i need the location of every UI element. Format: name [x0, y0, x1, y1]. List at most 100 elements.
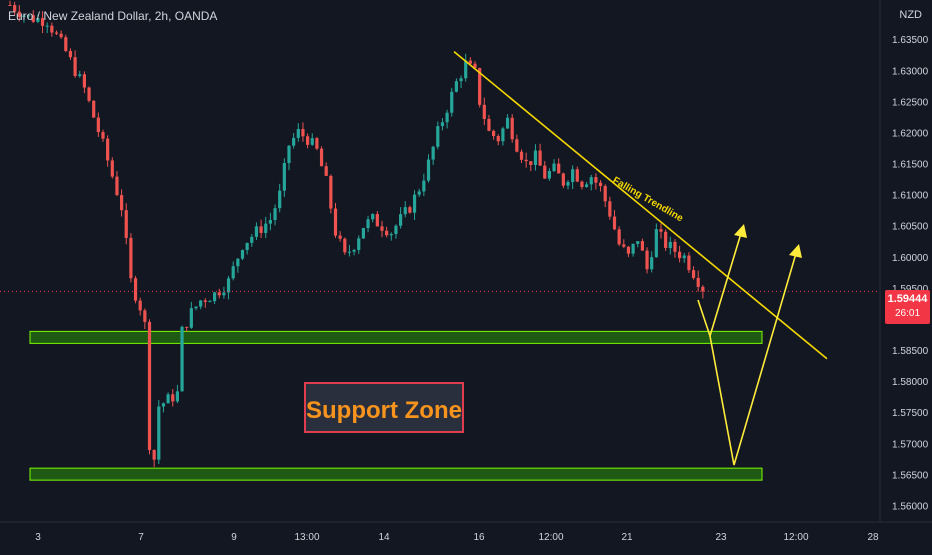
- candle-body: [250, 236, 254, 243]
- time-tick-label: 16: [473, 532, 485, 543]
- price-tick-label: 1.62000: [892, 128, 929, 139]
- candle-body: [622, 244, 626, 247]
- candle-body: [213, 292, 217, 302]
- candle-body: [496, 136, 500, 142]
- candle-body: [482, 104, 486, 119]
- candle-body: [459, 78, 463, 82]
- time-tick-label: 14: [378, 532, 390, 543]
- candle-body: [696, 277, 700, 287]
- price-tick-label: 1.63500: [892, 35, 929, 46]
- candle-body: [161, 403, 166, 407]
- candle-body: [231, 266, 235, 279]
- candle-body: [143, 310, 147, 322]
- candle-body: [324, 166, 328, 176]
- candle-body: [78, 74, 82, 77]
- candle-body: [87, 87, 91, 101]
- candle-body: [478, 68, 482, 105]
- candle-body: [524, 159, 528, 162]
- time-tick-label: 28: [867, 532, 879, 543]
- candle-body: [273, 208, 277, 221]
- support-zone-label-box: [304, 382, 464, 433]
- price-tick-label: 1.63000: [892, 66, 929, 77]
- time-tick-label: 13:00: [294, 532, 319, 543]
- candle-body: [92, 100, 96, 118]
- candle-body: [389, 234, 393, 236]
- lower-support-zone: [29, 467, 763, 481]
- candle-body: [682, 255, 686, 259]
- candle-body: [236, 258, 240, 267]
- candle-body: [120, 195, 124, 211]
- price-tick-label: 1.57000: [892, 439, 929, 450]
- price-tick-label: 1.60000: [892, 253, 929, 264]
- upper-support-zone: [29, 330, 763, 344]
- candle-body: [124, 210, 128, 238]
- price-tick-label: 1.61500: [892, 160, 929, 171]
- candle-body: [538, 150, 542, 166]
- candle-body: [519, 151, 524, 160]
- candle-body: [575, 169, 579, 182]
- candle-body: [36, 18, 40, 22]
- candle-body: [245, 242, 249, 251]
- candle-body: [319, 148, 324, 167]
- candle-body: [68, 50, 73, 58]
- candle-body: [357, 238, 361, 251]
- candle-body: [594, 177, 598, 183]
- candle-body: [631, 243, 635, 254]
- candle-body: [208, 301, 212, 303]
- candle-body: [133, 278, 138, 301]
- candle-body: [59, 33, 63, 38]
- candle-body: [366, 219, 370, 229]
- candle-body: [612, 216, 617, 230]
- currency-label[interactable]: NZD: [899, 9, 922, 21]
- price-tick-label: 1.60500: [892, 222, 929, 233]
- time-tick-label: 23: [715, 532, 727, 543]
- candle-body: [440, 122, 445, 127]
- candle-body: [533, 150, 538, 165]
- candle-body: [27, 15, 31, 17]
- candle-body: [608, 201, 612, 217]
- candle-body: [8, 4, 12, 6]
- candle-body: [403, 207, 407, 215]
- price-tick-label: 1.61000: [892, 191, 929, 202]
- time-tick-label: 7: [138, 532, 144, 543]
- arrow-head-2: [789, 244, 802, 258]
- chart-title: Euro / New Zealand Dollar, 2h, OANDA: [8, 9, 218, 23]
- current-price-value: 1.59444: [887, 293, 928, 305]
- candle-body: [180, 326, 184, 392]
- candle-body: [152, 450, 156, 460]
- candle-body: [17, 11, 21, 17]
- candle-body: [603, 186, 607, 202]
- candle-body: [394, 225, 398, 235]
- candle-body: [473, 63, 477, 69]
- candle-body: [701, 286, 705, 292]
- candle-body: [561, 173, 565, 186]
- candle-body: [347, 251, 352, 253]
- candle-body: [431, 146, 435, 160]
- candle-body: [338, 235, 342, 239]
- candle-body: [82, 74, 86, 88]
- time-tick-label: 12:00: [783, 532, 808, 543]
- candle-body: [115, 176, 119, 196]
- candle-body: [189, 308, 193, 328]
- candle-body: [264, 223, 268, 233]
- candle-body: [226, 278, 231, 293]
- candle-body: [259, 226, 263, 233]
- candle-body: [617, 229, 621, 245]
- candle-body: [333, 208, 338, 236]
- time-tick-label: 3: [35, 532, 41, 543]
- projection-path-2: [709, 249, 798, 466]
- candle-body: [371, 213, 375, 220]
- time-tick-label: 21: [621, 532, 633, 543]
- candle-body: [645, 250, 649, 270]
- candle-body: [301, 128, 305, 137]
- candle-body: [417, 191, 421, 195]
- candle-body: [110, 160, 114, 177]
- candle-body: [598, 182, 603, 187]
- candle-body: [352, 250, 356, 252]
- candle-body: [505, 117, 510, 129]
- candle-body: [287, 145, 291, 164]
- candle-body: [50, 25, 54, 33]
- candle-body: [306, 136, 310, 145]
